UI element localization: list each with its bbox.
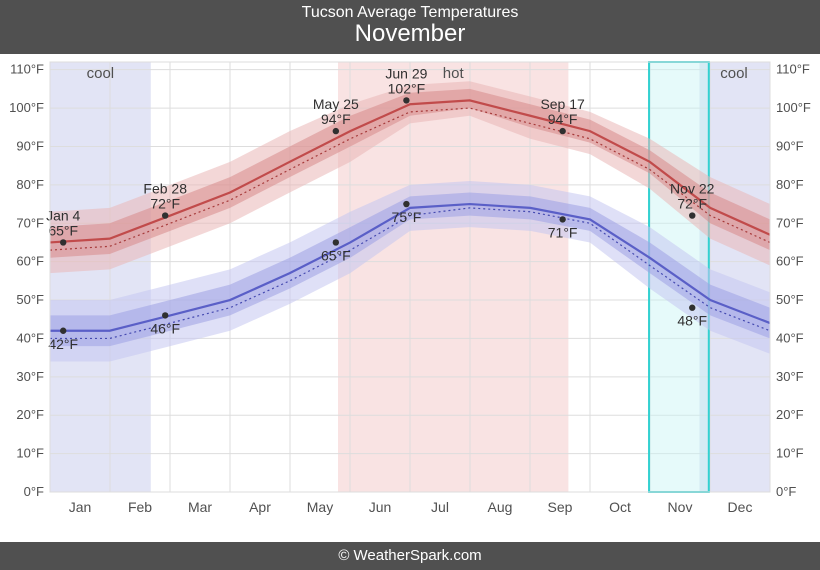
y-axis-label-left: 10°F — [16, 446, 44, 461]
season-label: cool — [720, 65, 748, 82]
y-axis-label-right: 80°F — [776, 177, 804, 192]
month-label: Sep — [548, 499, 573, 515]
data-label: 46°F — [150, 320, 180, 336]
month-label: Mar — [188, 499, 212, 515]
data-label: Jun 29 — [385, 65, 427, 81]
month-label: Feb — [128, 499, 152, 515]
chart-header: Tucson Average Temperatures November — [0, 0, 820, 54]
data-label: 94°F — [548, 111, 578, 127]
temperature-chart-frame: { "header": { "title_line1": "Tucson Ave… — [0, 0, 820, 570]
y-axis-label-left: 90°F — [16, 138, 44, 153]
data-label: 72°F — [677, 196, 707, 212]
y-axis-label-left: 60°F — [16, 254, 44, 269]
y-axis-label-left: 20°F — [16, 407, 44, 422]
y-axis-label-left: 50°F — [16, 292, 44, 307]
month-label: Jan — [69, 499, 92, 515]
data-marker — [60, 328, 66, 334]
y-axis-label-right: 10°F — [776, 446, 804, 461]
data-label: 65°F — [321, 247, 351, 263]
chart-title-line2: November — [0, 20, 820, 48]
season-label: cool — [87, 65, 115, 82]
y-axis-label-right: 20°F — [776, 407, 804, 422]
y-axis-label-right: 70°F — [776, 215, 804, 230]
data-marker — [403, 201, 409, 207]
data-marker — [333, 239, 339, 245]
data-label: Nov 22 — [670, 181, 715, 197]
data-label: 72°F — [150, 196, 180, 212]
month-label: May — [307, 499, 333, 515]
y-axis-label-left: 80°F — [16, 177, 44, 192]
month-label: Jul — [431, 499, 449, 515]
data-label: May 25 — [313, 96, 359, 112]
data-label: Sep 17 — [540, 96, 585, 112]
y-axis-label-right: 110°F — [776, 62, 810, 77]
attribution-text: © WeatherSpark.com — [338, 547, 481, 564]
y-axis-label-left: 0°F — [24, 484, 44, 499]
data-label: 94°F — [321, 111, 351, 127]
data-marker — [333, 128, 339, 134]
y-axis-label-right: 0°F — [776, 484, 796, 499]
y-axis-label-right: 60°F — [776, 254, 804, 269]
data-marker — [689, 305, 695, 311]
y-axis-label-left: 40°F — [16, 330, 44, 345]
y-axis-label-left: 70°F — [16, 215, 44, 230]
data-marker — [162, 212, 168, 218]
data-label: 75°F — [392, 209, 422, 225]
attribution-footer: © WeatherSpark.com — [0, 542, 820, 570]
data-label: 65°F — [48, 222, 78, 238]
data-label: 48°F — [677, 313, 707, 329]
data-label: Jan 4 — [46, 207, 80, 223]
month-label: Apr — [249, 499, 271, 515]
y-axis-label-left: 30°F — [16, 369, 44, 384]
season-band — [50, 62, 151, 492]
month-label: Dec — [728, 499, 753, 515]
y-axis-label-right: 40°F — [776, 330, 804, 345]
y-axis-label-left: 100°F — [9, 100, 44, 115]
month-label: Oct — [609, 499, 631, 515]
data-marker — [559, 128, 565, 134]
month-label: Nov — [668, 499, 693, 515]
y-axis-label-right: 50°F — [776, 292, 804, 307]
y-axis-label-right: 90°F — [776, 138, 804, 153]
data-label: 71°F — [548, 224, 578, 240]
data-label: 42°F — [48, 336, 78, 352]
data-marker — [403, 97, 409, 103]
data-marker — [689, 212, 695, 218]
season-label: hot — [443, 65, 465, 82]
data-marker — [559, 216, 565, 222]
data-label: 102°F — [388, 80, 426, 96]
data-label: Feb 28 — [143, 181, 187, 197]
month-label: Aug — [488, 499, 513, 515]
data-marker — [60, 239, 66, 245]
temperature-chart-svg: Jan 465°FFeb 2872°FMay 2594°FJun 29102°F… — [0, 56, 820, 542]
data-marker — [162, 312, 168, 318]
y-axis-label-left: 110°F — [10, 62, 44, 77]
y-axis-label-right: 30°F — [776, 369, 804, 384]
month-label: Jun — [369, 499, 392, 515]
y-axis-label-right: 100°F — [776, 100, 811, 115]
chart-area: Jan 465°FFeb 2872°FMay 2594°FJun 29102°F… — [0, 56, 820, 542]
